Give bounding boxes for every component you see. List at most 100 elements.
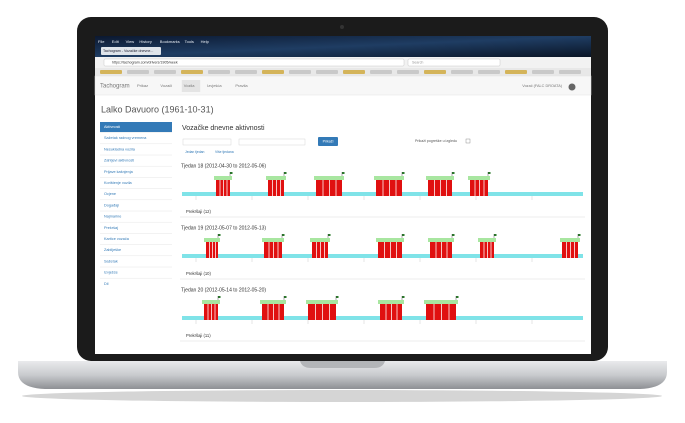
bookmark[interactable] [262,70,284,74]
button-label[interactable]: Prikaži [323,139,334,143]
violations-link[interactable]: Prekršaji (11) [186,333,211,338]
bookmark[interactable] [127,70,149,74]
break-stripe [391,304,392,320]
flag [282,234,285,236]
tab-link[interactable]: Više tjedana [215,150,234,154]
flag [336,296,339,298]
sidebar-item[interactable]: Korištenje vozila [104,181,133,185]
activity-label [266,176,286,180]
help-icon[interactable] [568,83,576,91]
date-from[interactable] [182,138,232,146]
sidebar-item[interactable]: Zabilješke [104,248,121,252]
flag [230,172,233,174]
menu-item[interactable]: Bookmarks [160,39,180,44]
activity-label [204,238,220,242]
menu-item[interactable]: History [139,39,151,44]
brand[interactable]: Tachogram [100,84,130,90]
bookmark[interactable] [370,70,392,74]
sidebar-item[interactable]: Sažetak radnog vremena [104,136,147,140]
menu-item[interactable]: File [98,39,105,44]
bookmark[interactable] [181,70,203,74]
activity-label [306,300,338,304]
tab-link[interactable]: Jedan tjedan [185,150,205,154]
user[interactable]: Vozač (FALC DROATA) [522,84,562,88]
sidebar-item[interactable]: Prekršaj [104,226,118,230]
break-stripe [441,242,442,258]
flag [452,234,455,236]
break-stripe [322,180,324,196]
url-field[interactable] [103,58,405,67]
date-to[interactable] [238,138,306,146]
bookmark[interactable] [397,70,419,74]
violations-link[interactable]: Prekršaji (10) [186,271,212,276]
sidebar-item[interactable]: Dil [104,282,109,286]
checkbox-label[interactable]: Prikaži pogreške u izgledu [415,139,457,143]
activity-label [376,238,404,242]
sidebar-item[interactable]: Događaji [104,203,119,207]
nav-item[interactable]: Izvješća [207,83,222,88]
activity-label [314,176,344,180]
camera [340,25,344,29]
bookmark[interactable] [478,70,500,74]
break-stripe [272,180,273,196]
search-placeholder[interactable]: Search [412,60,423,64]
browser-tab[interactable] [101,47,161,55]
sidebar-item[interactable]: Aktivnosti [104,125,120,129]
bookmark[interactable] [100,70,122,74]
menu-item[interactable]: Edit [112,39,120,44]
browser-header [95,36,591,57]
break-stripe [215,242,216,258]
break-stripe [280,180,281,196]
break-stripe [487,242,488,258]
menu-item[interactable]: Tools [185,39,194,44]
sidebar-item[interactable]: Izvješće [104,271,118,275]
break-stripe [278,304,280,320]
search-field[interactable] [407,58,501,67]
nav-item[interactable]: Prikaz [137,83,148,88]
break-stripe [395,180,397,196]
bookmark[interactable] [559,70,581,74]
sidebar-item[interactable]: Nesukladna vozila [104,147,136,151]
bookmark[interactable] [235,70,257,74]
laptop-base [18,361,667,389]
checkbox[interactable] [465,138,471,144]
week-title: Tjedan 18 (2012-04-30 to 2012-05-06) [181,163,266,169]
nav-item[interactable]: Vozila [184,83,195,88]
activity-label [374,176,404,180]
sidebar-item[interactable]: Ocjene [104,192,116,196]
menu-item[interactable]: Help [201,39,210,44]
break-stripe [223,180,224,196]
sidebar-item[interactable]: Zahtjevi aktivnosti [104,159,134,163]
sidebar-item[interactable]: Prijave kašnjenja [104,170,134,174]
bookmark[interactable] [424,70,446,74]
bookmark[interactable] [154,70,176,74]
break-stripe [448,304,450,320]
break-stripe [435,242,437,258]
sidebar-item[interactable]: Sažetak [104,259,118,263]
nav-item[interactable]: Vozači [160,83,172,88]
driver-name: Lalko Davuoro (1961-10-31) [101,104,214,114]
bookmark[interactable] [289,70,311,74]
bookmark[interactable] [343,70,365,74]
sidebar-item[interactable]: Najmarine [104,215,121,219]
tab-title[interactable]: Tachogram - Vozačke dnevne... [103,49,153,53]
flag [284,296,287,298]
bookmark[interactable] [505,70,527,74]
bookmark[interactable] [208,70,230,74]
violations-link[interactable]: Prekršaji (12) [186,209,212,214]
bookmark[interactable] [316,70,338,74]
url[interactable]: https://tachogram.com/drivers/1905/week [112,60,178,64]
activity-label [214,176,232,180]
menu-item[interactable]: View [126,39,135,44]
bookmark[interactable] [532,70,554,74]
break-stripe [214,304,216,320]
bookmark[interactable] [451,70,473,74]
break-stripe [268,242,270,258]
show-button[interactable] [318,137,338,146]
sidebar-item[interactable]: Kartice vozača [104,237,130,241]
break-stripe [440,180,441,196]
nav-item[interactable]: Pravila [235,83,248,88]
break-stripe [329,304,330,320]
